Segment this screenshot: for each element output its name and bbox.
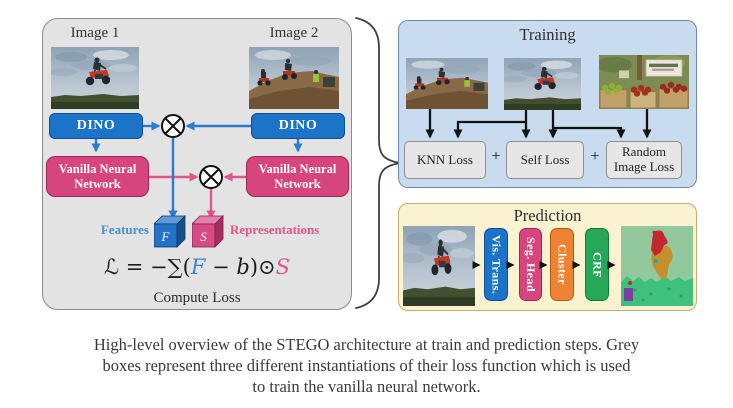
- vanilla-nn-box-left: Vanilla Neural Network: [46, 156, 149, 197]
- crf-label: CRF: [590, 251, 605, 278]
- tensor-product-icon-bottom: [199, 165, 223, 189]
- formula-f: F: [190, 255, 206, 279]
- feature-cube-letter: F: [161, 229, 171, 244]
- caption-line-2: boxes represent three different instanti…: [102, 356, 631, 375]
- formula-minus: −: [205, 255, 237, 279]
- dino-left-label: DINO: [76, 118, 116, 133]
- representations-label: Representations: [230, 222, 320, 237]
- training-title: Training: [519, 25, 576, 44]
- vanilla-nn-left-label: Vanilla Neural Network: [58, 161, 137, 191]
- self-loss-box: Self Loss: [506, 141, 584, 179]
- formula-b: b: [236, 255, 250, 279]
- caption-line-1: High-level overview of the STEGO archite…: [93, 335, 640, 354]
- image-1-photo: [51, 47, 139, 109]
- dino-box-left: DINO: [49, 113, 143, 139]
- prediction-panel: Prediction Vis. Trans. Seg. Head Cluster…: [398, 203, 697, 311]
- vanilla-nn-box-right: Vanilla Neural Network: [246, 156, 349, 197]
- plus-sign-2: +: [590, 148, 600, 165]
- formula-odot: ⊙: [258, 255, 276, 279]
- seg-head-label: Seg. Head: [524, 237, 538, 292]
- pink-arrows-group: [149, 172, 246, 220]
- tensor-product-icon-top: [161, 114, 185, 138]
- formula-close: ): [249, 255, 259, 279]
- architecture-panel: Image 1 Image 2 DINO DINO Vanilla Neural…: [42, 18, 352, 310]
- random-image-loss-box: Random Image Loss: [606, 141, 682, 179]
- vis-trans-label: Vis. Trans.: [489, 234, 504, 295]
- vanilla-nn-right-label: Vanilla Neural Network: [258, 161, 337, 191]
- prediction-input-photo: [403, 226, 475, 306]
- image-2-photo: [249, 47, 339, 109]
- compute-loss-label: Compute Loss: [153, 290, 241, 306]
- plus-sign-1: +: [491, 148, 501, 165]
- representation-cube-letter: S: [200, 229, 207, 244]
- cluster-label: Cluster: [555, 244, 570, 285]
- image-2-label: Image 2: [269, 25, 319, 41]
- representation-cube: S: [192, 215, 224, 248]
- segmentation-output-image: [621, 226, 693, 306]
- prediction-title: Prediction: [513, 206, 582, 225]
- training-arrows-group: [425, 109, 652, 139]
- stage-pill-crf: CRF: [585, 228, 609, 301]
- image-1-label: Image 1: [70, 25, 120, 41]
- caption-line-3: to train the vanilla neural network.: [252, 377, 481, 396]
- loss-formula: ℒ = −∑(F − b)⊙S: [43, 255, 351, 279]
- formula-s: S: [275, 255, 291, 279]
- stage-pill-vis-trans: Vis. Trans.: [484, 228, 508, 301]
- stage-pill-cluster: Cluster: [550, 228, 574, 301]
- training-panel: Training KNN Loss + Self Loss + Random I…: [398, 20, 697, 188]
- formula-prefix: ℒ = −∑(: [103, 255, 191, 279]
- features-label: Features: [100, 222, 149, 237]
- figure-caption: High-level overview of the STEGO archite…: [0, 334, 733, 397]
- dino-right-label: DINO: [278, 118, 318, 133]
- training-photo-3: [599, 55, 689, 109]
- training-photo-2: [504, 58, 581, 110]
- training-photo-1: [406, 58, 488, 109]
- dino-box-right: DINO: [251, 113, 345, 139]
- knn-loss-box: KNN Loss: [404, 141, 486, 179]
- stage-pill-seg-head: Seg. Head: [519, 228, 542, 301]
- feature-cube: F: [154, 215, 186, 248]
